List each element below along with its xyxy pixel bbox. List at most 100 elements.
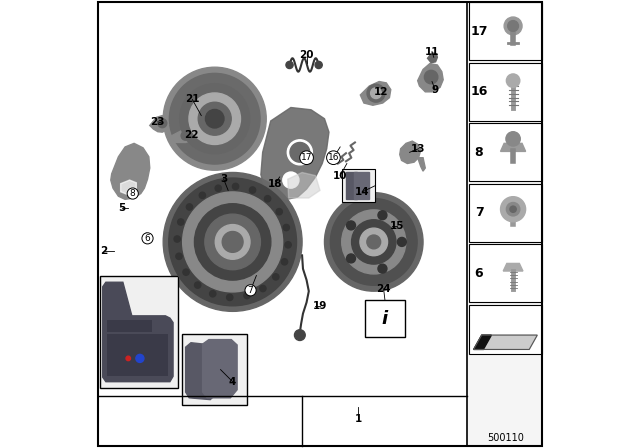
Polygon shape (150, 116, 168, 132)
Text: 18: 18 (268, 179, 282, 189)
Circle shape (183, 269, 189, 276)
FancyBboxPatch shape (108, 320, 152, 332)
FancyBboxPatch shape (342, 169, 375, 202)
Circle shape (189, 93, 241, 145)
Text: 5: 5 (118, 203, 125, 213)
Circle shape (378, 211, 387, 220)
Polygon shape (121, 180, 136, 195)
Polygon shape (474, 335, 492, 349)
Polygon shape (111, 143, 150, 199)
Polygon shape (360, 82, 391, 105)
Circle shape (424, 70, 438, 84)
Circle shape (286, 61, 293, 69)
Text: 21: 21 (185, 95, 200, 104)
Circle shape (397, 237, 406, 246)
Circle shape (186, 204, 193, 210)
Text: 17: 17 (301, 153, 312, 162)
Text: 20: 20 (300, 50, 314, 60)
Text: 23: 23 (150, 117, 165, 127)
FancyBboxPatch shape (365, 300, 405, 337)
Circle shape (174, 236, 180, 242)
Polygon shape (346, 172, 356, 199)
Circle shape (506, 74, 520, 87)
Circle shape (330, 198, 417, 285)
Circle shape (324, 193, 423, 291)
Text: 4: 4 (229, 377, 236, 387)
Circle shape (195, 282, 201, 288)
Text: 19: 19 (313, 301, 327, 310)
Circle shape (367, 84, 385, 102)
Text: 17: 17 (470, 25, 488, 38)
Circle shape (283, 224, 289, 231)
Circle shape (199, 192, 205, 198)
Circle shape (170, 73, 260, 164)
Circle shape (169, 178, 296, 306)
Text: 13: 13 (412, 144, 426, 154)
Polygon shape (400, 141, 421, 164)
Circle shape (250, 187, 256, 193)
Circle shape (367, 235, 381, 249)
Circle shape (283, 172, 299, 188)
Polygon shape (503, 263, 523, 271)
Polygon shape (353, 172, 369, 199)
Polygon shape (418, 64, 443, 92)
Polygon shape (288, 172, 320, 198)
FancyBboxPatch shape (469, 305, 541, 354)
Circle shape (227, 294, 233, 301)
Text: 12: 12 (374, 87, 388, 97)
Text: 22: 22 (184, 130, 198, 140)
Circle shape (215, 185, 221, 191)
FancyBboxPatch shape (469, 63, 541, 121)
Circle shape (209, 291, 216, 297)
Circle shape (215, 224, 250, 259)
Circle shape (176, 253, 182, 259)
Circle shape (378, 264, 387, 273)
Text: 15: 15 (390, 221, 404, 231)
Polygon shape (428, 53, 437, 63)
Circle shape (222, 232, 243, 252)
Circle shape (232, 183, 239, 190)
Circle shape (195, 204, 271, 280)
Text: i: i (382, 310, 388, 327)
FancyBboxPatch shape (108, 334, 168, 376)
FancyBboxPatch shape (467, 2, 541, 446)
Circle shape (346, 221, 355, 230)
Circle shape (508, 21, 518, 31)
Circle shape (126, 356, 131, 361)
Circle shape (264, 196, 271, 202)
Circle shape (163, 172, 302, 311)
Circle shape (182, 192, 283, 292)
Text: 24: 24 (376, 284, 391, 294)
Circle shape (287, 140, 312, 165)
Polygon shape (261, 108, 329, 199)
Circle shape (244, 293, 250, 299)
Text: 500110: 500110 (487, 433, 524, 443)
Circle shape (510, 206, 516, 212)
Polygon shape (418, 158, 425, 171)
FancyBboxPatch shape (469, 184, 541, 242)
Circle shape (294, 330, 305, 340)
Circle shape (178, 219, 184, 225)
Polygon shape (474, 335, 538, 349)
Circle shape (158, 119, 167, 128)
Circle shape (205, 109, 224, 128)
FancyBboxPatch shape (182, 334, 247, 405)
Circle shape (506, 202, 520, 216)
Polygon shape (170, 129, 197, 142)
Text: 8: 8 (130, 189, 136, 198)
Circle shape (351, 220, 396, 264)
FancyBboxPatch shape (469, 244, 541, 302)
FancyBboxPatch shape (100, 276, 178, 388)
Text: 10: 10 (333, 171, 348, 181)
Text: 3: 3 (220, 174, 227, 184)
Text: 11: 11 (425, 47, 439, 56)
Circle shape (346, 254, 355, 263)
Text: 7: 7 (475, 206, 483, 220)
Polygon shape (103, 282, 173, 382)
Circle shape (285, 241, 291, 248)
Text: 16: 16 (470, 85, 488, 99)
Circle shape (342, 210, 406, 274)
Text: 14: 14 (355, 187, 370, 197)
Circle shape (282, 258, 287, 265)
Circle shape (360, 228, 388, 256)
